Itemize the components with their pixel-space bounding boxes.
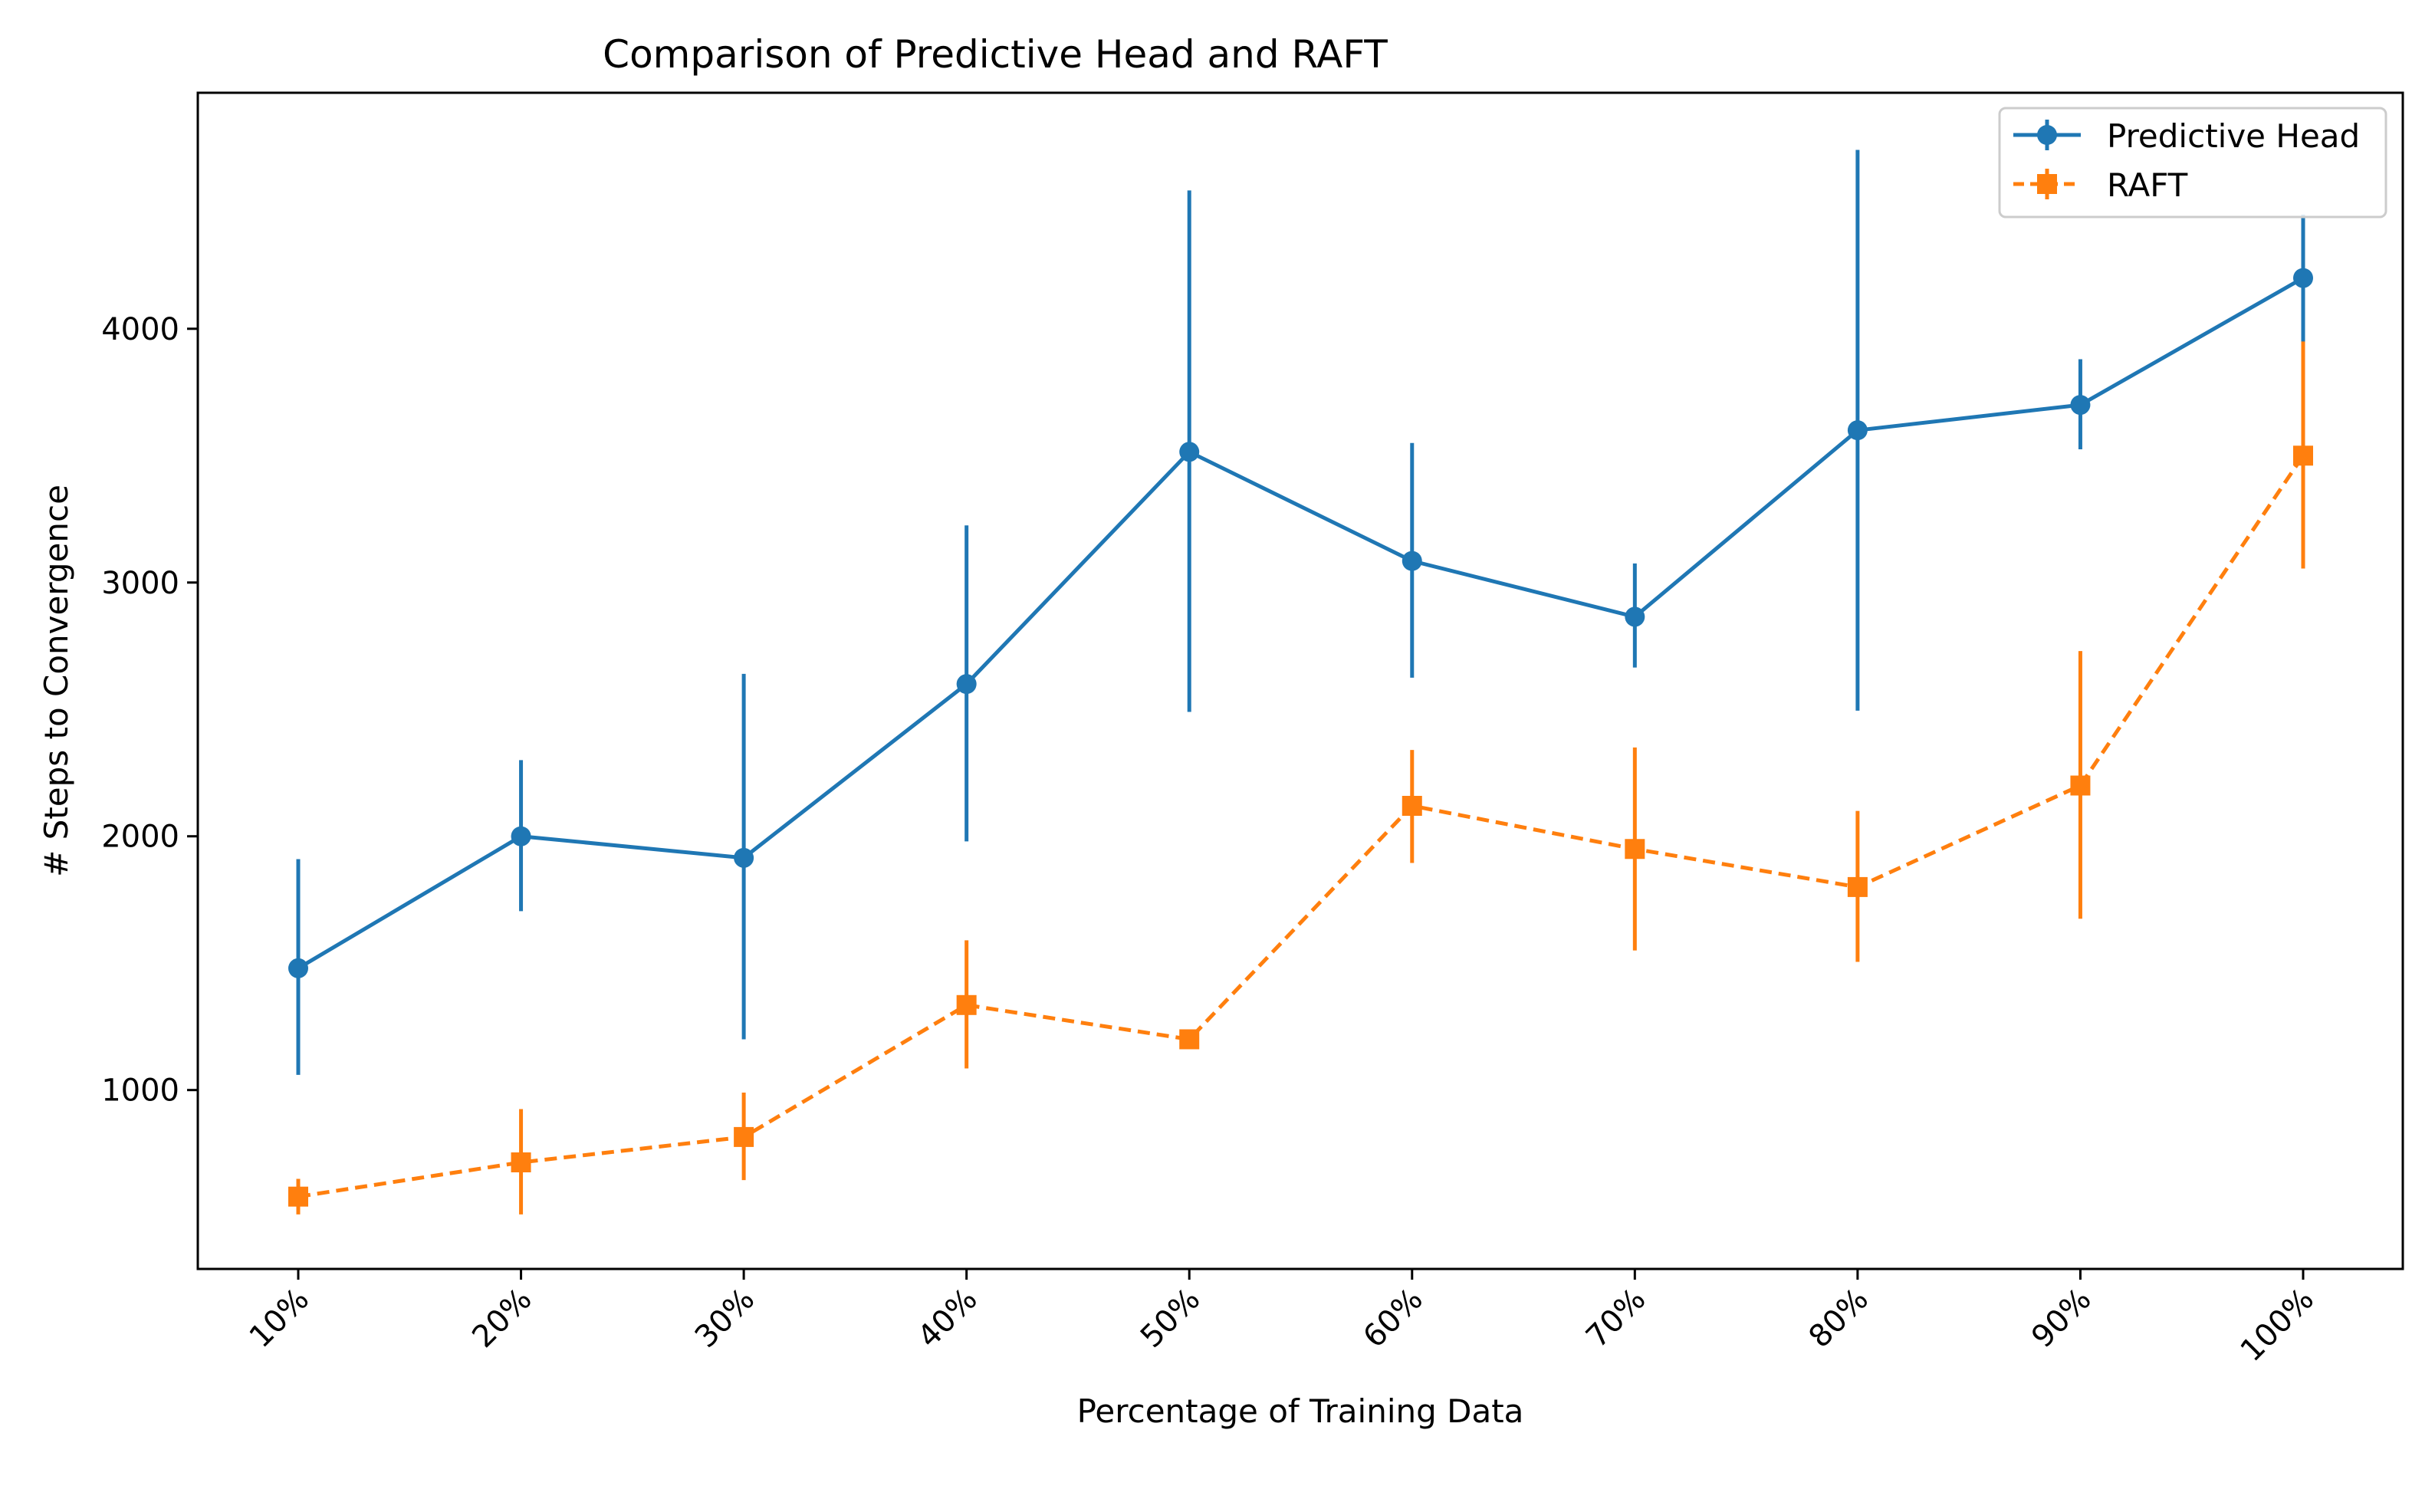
data-point-predictive-head (2293, 268, 2313, 288)
data-point-predictive-head (956, 674, 977, 695)
data-point-predictive-head (1625, 606, 1645, 627)
data-point-predictive-head (1847, 420, 1868, 441)
legend-label-raft: RAFT (2107, 166, 2188, 204)
series-line-raft (297, 454, 2305, 1199)
data-point-raft (2293, 445, 2313, 466)
data-point-predictive-head (1402, 551, 1422, 571)
series-predictive-head (288, 150, 2313, 1075)
legend-marker-predictive-head (2037, 125, 2057, 145)
legend-frame (1998, 107, 2387, 219)
x-axis-label: Percentage of Training Data (1077, 1392, 1524, 1430)
data-point-predictive-head (288, 958, 308, 978)
data-point-predictive-head (1179, 442, 1200, 462)
series-line-predictive-head (297, 276, 2305, 970)
data-point-predictive-head (734, 847, 754, 868)
y-tick-label: 1000 (101, 1073, 179, 1109)
data-point-predictive-head (2070, 395, 2091, 416)
data-point-raft (511, 1152, 531, 1172)
legend: Predictive Head RAFT (1998, 107, 2387, 219)
data-point-raft (1402, 795, 1422, 816)
data-point-raft (1179, 1029, 1200, 1050)
data-point-raft (2070, 775, 2091, 796)
y-tick-label: 3000 (101, 566, 179, 601)
data-point-raft (734, 1126, 754, 1147)
data-point-raft (288, 1186, 308, 1207)
legend-label-predictive-head: Predictive Head (2107, 117, 2360, 155)
plot-frame (196, 91, 2404, 1270)
legend-marker-raft (2037, 174, 2057, 194)
chart-title: Comparison of Predictive Head and RAFT (603, 32, 1388, 77)
y-axis-label: # Steps to Convergence (38, 485, 75, 877)
plot-area (288, 150, 2313, 1215)
data-point-predictive-head (511, 826, 531, 846)
series-raft (288, 341, 2313, 1215)
legend-entries (2013, 120, 2081, 199)
y-tick-label: 2000 (101, 820, 179, 855)
data-point-raft (1625, 839, 1645, 860)
data-point-raft (956, 994, 977, 1015)
y-tick-label: 4000 (101, 312, 179, 347)
data-point-raft (1847, 876, 1868, 897)
